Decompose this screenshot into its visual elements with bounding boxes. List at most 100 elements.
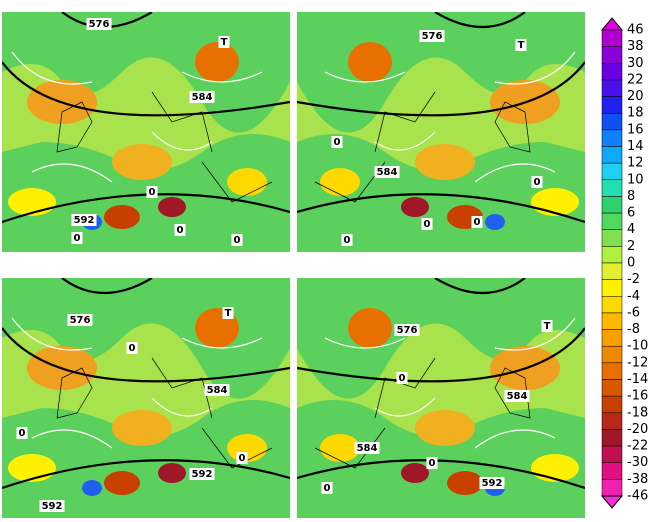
contour-label: 0 [19,428,26,439]
colorbar-tick-label: 30 [627,56,644,71]
colorbar-segment [601,112,623,131]
contour-label: 0 [334,137,341,148]
colorbar-tick-label: 22 [627,72,644,87]
colorbar-tick-label: -16 [627,389,648,404]
contour-label: 0 [74,233,81,244]
colorbar-tick-label: 10 [627,172,644,187]
colorbar-segment [601,246,623,264]
colorbar-segment [601,162,623,181]
colorbar-segment [601,212,623,230]
map-panel: 576 584 592 592 T 0 0 0 [2,278,290,518]
colorbar-segment [601,179,623,197]
contour-label: 592 [42,501,63,512]
colorbar-tick-label: -18 [627,405,648,420]
colorbar-segment [601,79,623,97]
colorbar-tick-label: -46 [627,489,648,504]
colorbar-segment [601,445,623,463]
colorbar-segment [601,395,623,414]
colorbar-segment [601,379,623,397]
colorbar-segment [601,146,623,164]
colorbar-tick-label: -2 [627,272,640,287]
colorbar-tick-label: -38 [627,472,648,487]
map-panel: 576 584 T 0 0 0 0 0 [297,12,585,252]
colorbar-tick-label: 12 [627,156,644,171]
contour-label: 0 [129,343,136,354]
colorbar-bottom [600,495,624,509]
colorbar-tick-label: 20 [627,89,644,104]
colorbar-tick-label: 16 [627,122,644,137]
colorbar-segment [601,262,623,280]
colorbar-tick-label: -8 [627,322,640,337]
contour-label: T [221,37,228,48]
contour-label: T [225,308,232,319]
contour-label: 0 [324,483,331,494]
contour-label: 592 [482,478,503,489]
contour-label: 584 [357,443,378,454]
colorbar-tick-label: -6 [627,305,640,320]
map-field [297,12,585,252]
colorbar-segment [601,296,623,314]
contour-label: 584 [507,391,528,402]
contour-label: 0 [177,225,184,236]
contour-label: 576 [397,325,418,336]
contour-label: T [518,40,525,51]
colorbar-segment [601,362,623,380]
colorbar-segment [601,96,623,114]
map-panel: 576 584 584 592 T 0 0 0 [297,278,585,518]
contour-label: 584 [377,167,398,178]
colorbar-segment [601,412,623,430]
contour-label: 576 [70,315,91,326]
colorbar-tick-label: -12 [627,355,648,370]
colorbar-tick-label: 38 [627,39,644,54]
colorbar-tick-label: -22 [627,439,648,454]
colorbar-segment [601,196,623,214]
contour-label: 0 [474,217,481,228]
map-field [297,278,585,518]
contour-label: 0 [429,458,436,469]
map-panel: 576 584 592 T 0 0 0 0 [2,12,290,252]
colorbar-tick-label: 18 [627,106,644,121]
contour-label: 584 [207,385,228,396]
contour-label: 0 [234,235,241,246]
contour-label: 576 [89,19,110,30]
colorbar-segment [601,229,623,247]
contour-label: 0 [424,219,431,230]
contour-label: 0 [149,187,156,198]
contour-label: 0 [399,373,406,384]
contour-label: 0 [239,453,246,464]
colorbar-segment [601,479,623,497]
contour-label: 592 [74,215,95,226]
colorbar-segment [601,345,623,364]
colorbar-tick-label: 2 [627,239,635,254]
contour-label: 584 [192,92,213,103]
colorbar: 4638302220181614121086420-2-4-6-8-10-12-… [600,17,648,509]
colorbar-tick-label: 14 [627,139,644,154]
contour-label: 592 [192,469,213,480]
colorbar-segment [601,63,623,81]
colorbar-segment [601,429,623,447]
contour-label: 0 [344,235,351,246]
colorbar-top [600,17,624,31]
colorbar-tick-label: -30 [627,455,648,470]
map-field [2,12,290,252]
colorbar-tick-label: -14 [627,372,648,387]
colorbar-segment [601,46,623,64]
colorbar-tick-label: -20 [627,422,648,437]
map-field [2,278,290,518]
contour-label: 576 [422,31,443,42]
colorbar-tick-label: 0 [627,256,635,271]
colorbar-segment [601,329,623,347]
colorbar-tick-label: 8 [627,189,635,204]
colorbar-tick-label: -10 [627,339,648,354]
colorbar-segment [601,29,623,47]
colorbar-tick-label: 4 [627,222,635,237]
colorbar-segment [601,462,623,480]
colorbar-segment [601,279,623,297]
colorbar-segment [601,129,623,147]
map-panels: 576 584 592 T 0 0 0 0 576 584 T 0 0 0 0 0 576 584 592 592 T 0… [2,12,585,518]
colorbar-tick-label: -4 [627,289,640,304]
colorbar-tick-label: 6 [627,206,635,221]
contour-label: 0 [534,177,541,188]
colorbar-segment [601,312,623,330]
